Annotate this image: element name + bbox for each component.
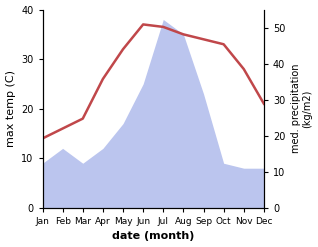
Y-axis label: med. precipitation
(kg/m2): med. precipitation (kg/m2) [291,64,313,153]
X-axis label: date (month): date (month) [112,231,194,242]
Y-axis label: max temp (C): max temp (C) [5,70,16,147]
